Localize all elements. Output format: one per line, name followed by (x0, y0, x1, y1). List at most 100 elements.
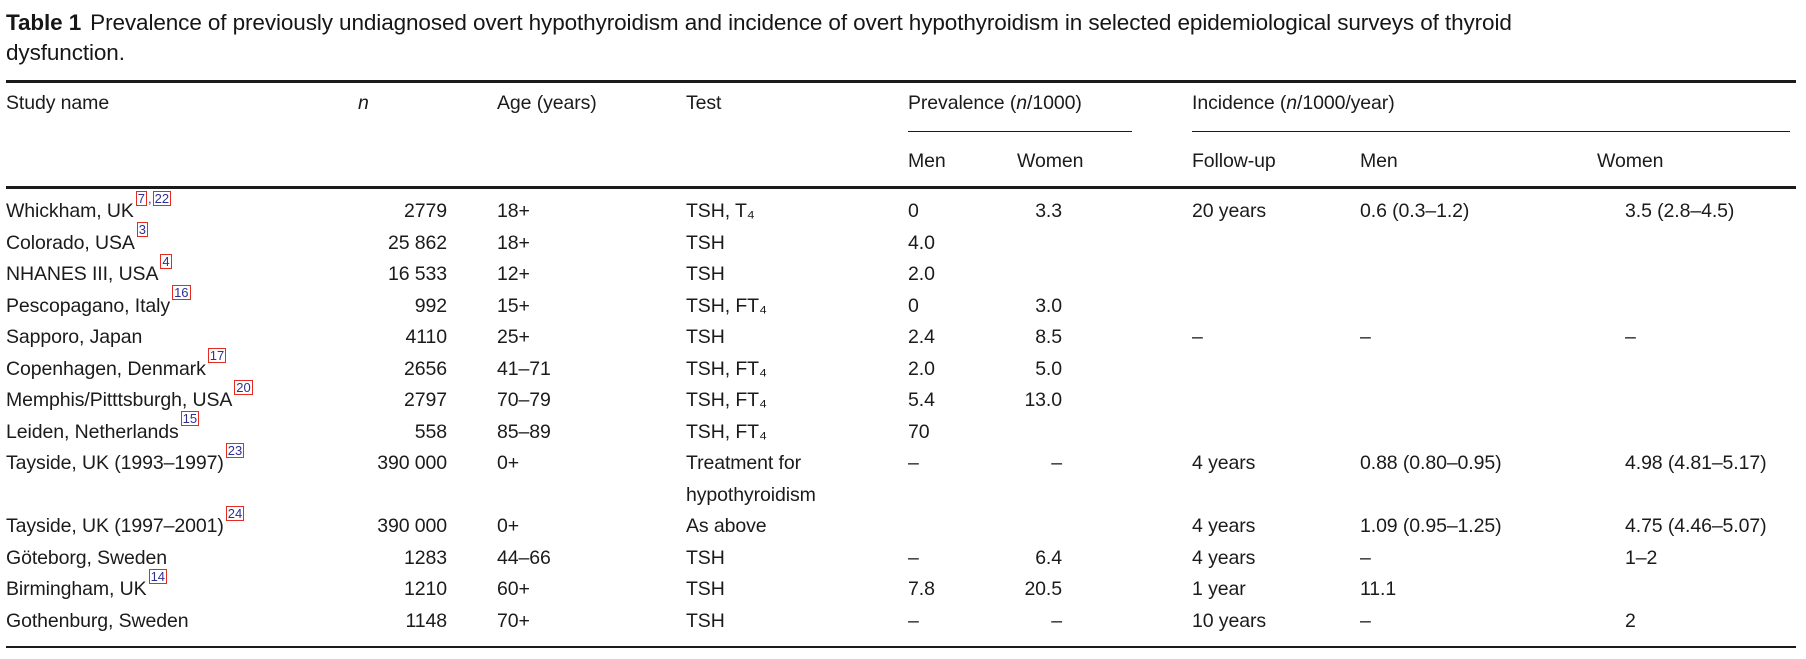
study-name: NHANES III, USA (6, 263, 159, 285)
test-cell: TSH, FT₄ (686, 357, 767, 380)
test-cell: TSH, FT₄ (686, 420, 767, 443)
prevalence-label-post: /1000) (1027, 92, 1082, 114)
citation-link[interactable]: 17 (207, 348, 227, 363)
n-cell: 25 862 (387, 231, 447, 254)
table-body: Whickham, UK7, 22 2779 18+ TSH, T₄ 0 3.3 20 yea… (6, 189, 1806, 637)
n-cell: 2779 (404, 200, 447, 222)
table-row: Memphis/Pitttsburgh, USA20 2797 70–79 TSH, … (6, 379, 1800, 417)
citation-link[interactable]: 14 (148, 568, 168, 584)
prev-men-cell: 0 (908, 200, 919, 222)
age-cell: 60+ (497, 578, 530, 600)
follow-up-cell: 4 years (1192, 515, 1256, 537)
prev-women-value: 8.5 (1035, 326, 1062, 348)
col-header-prevalence-women: Women (1017, 150, 1084, 172)
test-cell: TSH (686, 546, 725, 569)
study-name: Leiden, Netherlands (6, 420, 179, 443)
test-cell: TSH (686, 326, 725, 348)
inc-women-cell (1597, 574, 1800, 606)
inc-women-cell: 1–2 (1625, 546, 1658, 569)
table-row: Sapporo, Japan 4110 25+ TSH 2.4 8.5 – – – (6, 322, 1800, 354)
inc-men-cell: 1.09 (0.95–1.25) (1360, 515, 1502, 537)
prev-women-value: 3.3 (1035, 200, 1062, 222)
table-row: Copenhagen, Denmark17 2656 41–71 TSH, FT₄ 2.… (6, 348, 1800, 386)
prev-women-cell: 8.5 (1017, 322, 1192, 354)
citation-link[interactable]: 20 (234, 379, 253, 395)
inc-men-cell: 11.1 (1360, 578, 1397, 600)
follow-up-cell (1192, 291, 1360, 323)
age-cell: 15+ (497, 294, 530, 317)
n-cell: 2797 (404, 389, 447, 411)
col-header-age: Age (years) (497, 92, 597, 114)
prev-women-value: 20.5 (1024, 578, 1062, 600)
n-cell: 1210 (404, 578, 447, 600)
citation-refs: 14 (148, 568, 168, 584)
inc-women-cell (1597, 354, 1800, 386)
prev-men-cell: 2.0 (908, 263, 935, 285)
inc-men-cell: 0.6 (0.3–1.2) (1360, 200, 1470, 222)
col-header-test: Test (686, 92, 722, 114)
incidence-label-post: /1000/year) (1297, 92, 1395, 114)
citation-link[interactable]: 7 (135, 190, 147, 206)
follow-up-cell: 1 year (1192, 578, 1246, 600)
prev-men-cell: 2.4 (908, 326, 935, 348)
prev-men-cell: 4.0 (908, 231, 935, 254)
prev-women-cell: 3.0 (1017, 291, 1192, 323)
incidence-label-n: n (1286, 92, 1298, 114)
study-cell: Whickham, UK7, 22 (6, 190, 306, 228)
study-cell: Sapporo, Japan (6, 322, 306, 354)
inc-men-cell (1360, 228, 1597, 260)
citation-link[interactable]: 16 (172, 285, 191, 300)
col-header-study-name: Study name (6, 92, 110, 114)
prev-women-cell: – (1017, 606, 1192, 638)
study-cell: Copenhagen, Denmark17 (6, 348, 306, 386)
prev-men-cell (908, 511, 1017, 543)
n-cell: 1283 (404, 546, 447, 569)
follow-up-cell (1192, 417, 1360, 449)
table-row: Colorado, USA3 25 862 18+ TSH 4.0 (6, 222, 1800, 260)
table-caption: Table 1 Prevalence of previously undiagno… (6, 8, 1551, 68)
age-cell: 44–66 (497, 546, 551, 569)
prev-women-value: – (1051, 452, 1062, 474)
table-top-rule (6, 80, 1796, 83)
prev-men-cell: 2.0 (908, 357, 935, 380)
inc-men-cell: – (1360, 326, 1371, 348)
inc-men-cell (1360, 385, 1597, 417)
table-row: Tayside, UK (1997–2001)24 390 000 0+ As abo… (6, 505, 1800, 543)
citation-link[interactable]: 23 (225, 442, 245, 458)
prev-women-value: 5.0 (1035, 357, 1062, 380)
study-name: Birmingham, UK (6, 578, 147, 600)
follow-up-cell: – (1192, 326, 1203, 348)
study-cell: NHANES III, USA4 (6, 253, 306, 291)
prevalence-label-pre: Prevalence ( (908, 92, 1017, 114)
n-cell: 2656 (404, 357, 447, 380)
citation-refs: 23 (225, 442, 245, 458)
citation-link[interactable]: 15 (180, 411, 200, 426)
prev-men-cell: 0 (908, 294, 919, 317)
citation-link[interactable]: 22 (152, 190, 172, 206)
test-cell: TSH, FT₄ (686, 389, 767, 411)
test-cell: TSH (686, 263, 725, 285)
study-name: Memphis/Pitttsburgh, USA (6, 389, 233, 411)
age-cell: 25+ (497, 326, 530, 348)
study-name: Tayside, UK (1993–1997) (6, 452, 224, 474)
study-name: Göteborg, Sweden (6, 546, 168, 569)
inc-men-cell: 0.88 (0.80–0.95) (1360, 452, 1502, 474)
col-group-incidence: Incidence (n/1000/year) (1192, 83, 1790, 132)
study-name: Tayside, UK (1997–2001) (6, 515, 224, 537)
prev-men-cell: – (908, 452, 919, 474)
follow-up-cell: 4 years (1192, 546, 1256, 569)
citation-link[interactable]: 24 (225, 505, 245, 521)
citation-link[interactable]: 4 (160, 253, 172, 269)
follow-up-cell (1192, 259, 1360, 291)
inc-men-cell (1360, 354, 1597, 386)
prev-women-cell: 13.0 (1017, 385, 1192, 417)
col-group-prevalence: Prevalence (n/1000) (908, 83, 1132, 132)
citation-link[interactable]: 3 (136, 222, 148, 237)
citation-refs: 20 (233, 379, 253, 395)
inc-women-cell (1597, 417, 1800, 449)
prev-women-cell: 5.0 (1017, 354, 1192, 386)
inc-women-cell: 4.75 (4.46–5.07) (1625, 515, 1767, 537)
test-cell: TSH, FT₄ (686, 294, 767, 317)
citation-refs: 7, 22 (135, 190, 172, 206)
